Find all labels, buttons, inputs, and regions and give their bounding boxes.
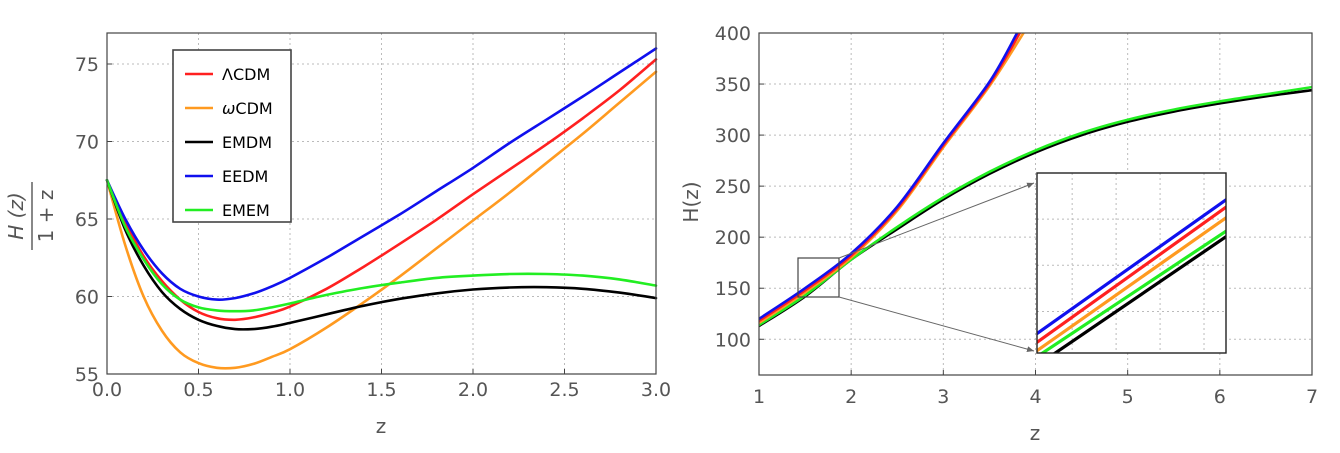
legend-label-emem: EMEM	[222, 201, 270, 220]
inset-line-emem	[1039, 229, 1226, 353]
line-emdm	[105, 178, 658, 331]
line-emem	[759, 85, 1312, 327]
y-tick-label: 100	[715, 329, 751, 351]
inset-series-lines	[1037, 198, 1226, 353]
zoom-arrow-bottom	[838, 296, 1035, 353]
x-tick-label: 4	[1029, 386, 1041, 408]
inset-line-eedm	[1037, 198, 1226, 336]
y-tick-label: 55	[75, 364, 99, 386]
x-tick-label: 3.0	[641, 379, 671, 401]
right-x-axis-label: z	[1030, 421, 1041, 445]
legend-box	[172, 49, 292, 223]
inset-line-cdm	[1037, 205, 1226, 344]
x-tick-label: 7	[1306, 386, 1318, 408]
line-emem	[105, 178, 658, 313]
zoom-arrow-top	[838, 182, 1035, 259]
left-y-tick-labels: 55 60 65 70 75	[75, 54, 99, 386]
left-x-axis-label: z	[376, 414, 387, 438]
inset-background	[1037, 173, 1226, 353]
y-tick-label: 70	[75, 132, 99, 154]
left-y-axis-label-denominator: 1 + z	[34, 190, 58, 243]
zoom-region-box	[797, 257, 840, 298]
y-tick-label: 65	[75, 209, 99, 231]
line-eedm	[759, 33, 1019, 321]
x-tick-label: 1.5	[366, 379, 396, 401]
left-y-axis-label: H (z) 1 + z	[4, 182, 58, 250]
zoom-annotation	[797, 182, 1035, 353]
right-y-tick-labels: 100 150 200 250 300 350 400	[715, 23, 751, 351]
line-cdm	[105, 70, 658, 370]
x-tick-label: 2.0	[458, 379, 488, 401]
right-plot-frame	[758, 32, 1313, 376]
x-tick-label: 6	[1214, 386, 1226, 408]
y-tick-label: 300	[715, 125, 751, 147]
legend-label-eedm: EEDM	[222, 167, 268, 186]
x-tick-label: 5	[1122, 386, 1134, 408]
right-series-lines	[759, 33, 1312, 328]
left-chart: 0.0 0.5 1.0 1.5 2.0 2.5 3.0 55 60 65 70 75 z H (z)…	[4, 32, 671, 438]
x-tick-label: 0.0	[92, 379, 122, 401]
inset-frame	[1036, 172, 1227, 354]
y-tick-label: 200	[715, 227, 751, 249]
right-x-tick-labels: 1 2 3 4 5 6 7	[753, 386, 1318, 408]
inset-zoom-panel	[1036, 172, 1227, 354]
y-tick-label: 150	[715, 278, 751, 300]
x-tick-label: 2	[845, 386, 857, 408]
left-plot-frame	[106, 32, 657, 375]
inset-line-emdm	[1052, 235, 1226, 353]
legend: ΛCDM ωCDM EMDM EEDM EMEM	[172, 49, 292, 223]
legend-label-emdm: EMDM	[222, 133, 272, 152]
line-cdm	[105, 58, 658, 322]
x-tick-label: 0.5	[183, 379, 213, 401]
left-y-axis-label-numerator: H (z)	[4, 192, 28, 240]
y-tick-label: 250	[715, 176, 751, 198]
inset-line-cdm	[1037, 216, 1226, 353]
legend-label-cdm: ΛCDM	[222, 65, 270, 84]
y-tick-label: 75	[75, 54, 99, 76]
line-eedm	[105, 47, 658, 301]
y-tick-label: 350	[715, 74, 751, 96]
x-tick-label: 1	[753, 386, 765, 408]
left-series-lines	[105, 47, 658, 370]
right-chart: 1 2 3 4 5 6 7 100 150 200 250 300 350 400 z H(z)	[679, 23, 1318, 445]
x-tick-label: 2.5	[549, 379, 579, 401]
y-tick-label: 400	[715, 23, 751, 45]
x-tick-label: 3	[937, 386, 949, 408]
legend-label-cdm: ωCDM	[222, 99, 273, 118]
x-tick-label: 1.0	[275, 379, 305, 401]
left-x-tick-labels: 0.0 0.5 1.0 1.5 2.0 2.5 3.0	[92, 379, 671, 401]
right-grid	[758, 32, 1313, 375]
right-y-axis-label: H(z)	[679, 181, 703, 222]
y-tick-label: 60	[75, 287, 99, 309]
